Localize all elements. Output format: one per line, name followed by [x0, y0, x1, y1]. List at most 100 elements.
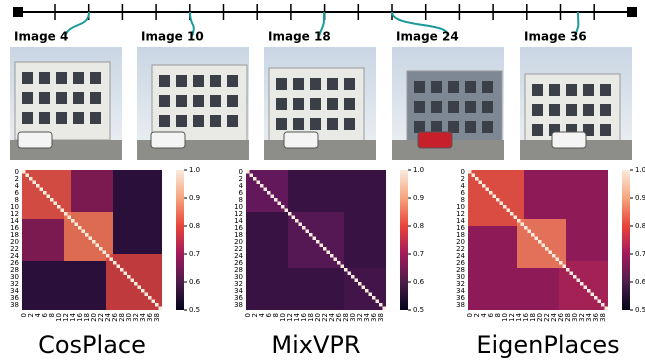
heatmap-diagonal [267, 191, 271, 195]
heatmap-diagonal [274, 198, 278, 202]
heatmap-diagonal [531, 233, 535, 237]
x-tick-label: 0 [20, 313, 28, 317]
heatmap-diagonal [496, 198, 500, 202]
window [56, 72, 67, 84]
heatmap-diagonal [604, 306, 608, 310]
x-tick-label: 4 [480, 312, 488, 317]
heatmap-title: CosPlace [38, 331, 146, 359]
vehicle [283, 131, 319, 149]
y-tick-label: 32 [234, 280, 243, 288]
y-tick-label: 26 [456, 259, 465, 267]
x-tick-label: 26 [111, 312, 119, 321]
heatmap-diagonal [503, 205, 507, 209]
heatmap-diagonal [340, 264, 344, 268]
window [56, 92, 67, 104]
y-tick-label: 36 [10, 294, 19, 302]
window [549, 124, 560, 136]
y-tick-label: 16 [10, 224, 19, 232]
image-label: Image 24 [396, 30, 459, 44]
y-tick-label: 22 [234, 245, 243, 253]
y-tick-label: 32 [10, 280, 19, 288]
connector [189, 11, 195, 37]
x-tick-label: 28 [564, 313, 572, 322]
image-label: Image 18 [268, 30, 331, 44]
window [39, 112, 50, 124]
heatmap-diagonal [295, 219, 299, 223]
heatmap-diagonal [39, 187, 43, 191]
connector [391, 11, 449, 37]
window [193, 75, 204, 87]
x-tick-label: 18 [529, 313, 537, 322]
heatmap-diagonal [277, 201, 281, 205]
heatmap-diagonal [358, 282, 362, 286]
heatmap-diagonal [375, 299, 379, 303]
heatmap-diagonal [475, 177, 479, 181]
y-tick-label: 0 [239, 168, 243, 176]
heatmap-diagonal [106, 254, 110, 258]
street-photo [10, 47, 122, 160]
y-tick-label: 6 [15, 189, 20, 197]
window [90, 112, 101, 124]
window [159, 95, 170, 107]
heatmap-diagonal [253, 177, 257, 181]
window [549, 104, 560, 116]
y-tick-label: 0 [15, 168, 19, 176]
x-tick-label: 32 [578, 313, 586, 322]
x-tick-label: 16 [300, 312, 308, 321]
window [465, 121, 476, 133]
x-tick-label: 38 [153, 313, 161, 322]
heatmap-diagonal [81, 229, 85, 233]
street-photo [264, 47, 376, 160]
timeline-start [13, 7, 23, 17]
window [566, 124, 577, 136]
window [73, 112, 84, 124]
heatmap-diagonal [123, 271, 127, 275]
heatmap-diagonal [555, 257, 559, 261]
x-tick-label: 26 [335, 312, 343, 321]
heatmap-diagonal [485, 187, 489, 191]
heatmap-diagonal [337, 261, 341, 265]
y-tick-label: 18 [234, 231, 243, 239]
x-tick-label: 18 [83, 313, 91, 322]
heatmap-diagonal [545, 247, 549, 251]
heatmap-diagonal [347, 271, 351, 275]
x-tick-label: 20 [90, 313, 98, 322]
x-tick-label: 12 [286, 313, 294, 322]
heatmap-diagonal [583, 285, 587, 289]
heatmap-diagonal [354, 278, 358, 282]
heatmap-diagonal [246, 170, 250, 174]
x-tick-label: 22 [321, 313, 329, 322]
heatmap-diagonal [513, 215, 517, 219]
heatmap-diagonal [263, 187, 267, 191]
heatmap-diagonal [141, 289, 145, 293]
y-tick-label: 18 [10, 231, 19, 239]
window [583, 84, 594, 96]
x-tick-label: 32 [132, 313, 140, 322]
x-tick-label: 6 [41, 312, 49, 317]
heatmap-title: MixVPR [271, 331, 360, 359]
heatmap-diagonal [573, 275, 577, 279]
window [327, 78, 338, 90]
heatmap-diagonal [158, 306, 162, 310]
colorbar-tick-label: 0.7 [189, 250, 200, 258]
window [90, 72, 101, 84]
heatmap-diagonal [333, 257, 337, 261]
window [159, 115, 170, 127]
window [566, 84, 577, 96]
x-tick-label: 28 [342, 313, 350, 322]
heatmap-diagonal [326, 250, 330, 254]
heatmap-diagonal [468, 170, 472, 174]
y-tick-label: 4 [15, 182, 20, 190]
window [293, 78, 304, 90]
x-tick-label: 30 [349, 313, 357, 322]
y-tick-label: 30 [234, 273, 243, 281]
heatmap-diagonal [601, 303, 605, 307]
window [210, 75, 221, 87]
heatmap-diagonal [489, 191, 493, 195]
colorbar-tick-label: 0.6 [413, 278, 425, 286]
window [73, 72, 84, 84]
x-tick-label: 16 [76, 312, 84, 321]
x-tick-label: 36 [592, 312, 600, 321]
heatmap-diagonal [344, 268, 348, 272]
y-tick-label: 12 [10, 210, 19, 218]
